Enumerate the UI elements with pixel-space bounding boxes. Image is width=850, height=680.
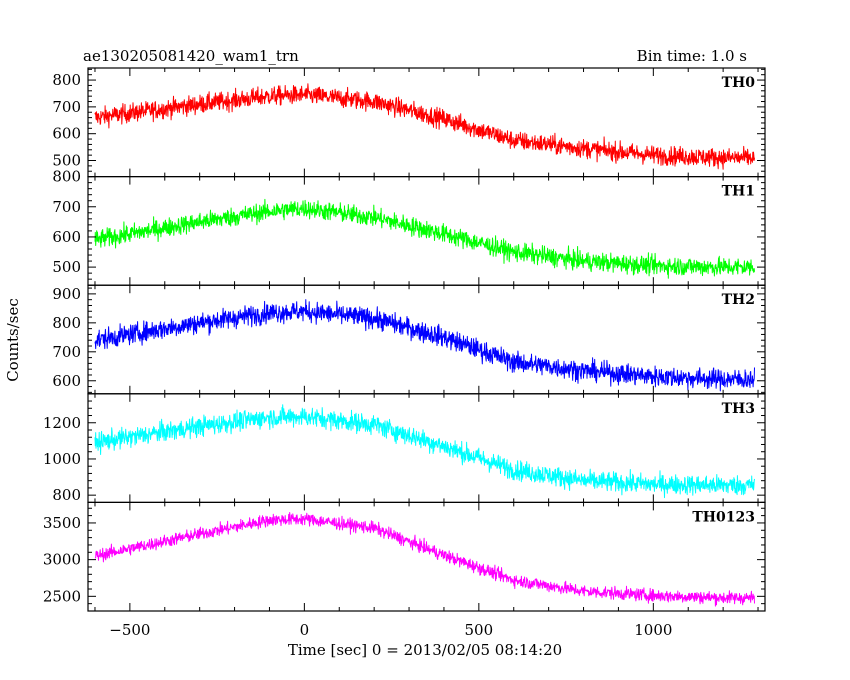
- y-tick-label: 700: [52, 98, 81, 116]
- y-tick-label: 700: [52, 343, 81, 361]
- y-tick-label: 700: [52, 198, 81, 216]
- y-tick-label: 3000: [43, 551, 81, 569]
- y-tick-label: 500: [52, 152, 81, 170]
- y-tick-label: 2500: [43, 587, 81, 605]
- y-tick-label: 500: [52, 258, 81, 276]
- panel-th2: 600 700 800 900 TH2: [52, 284, 766, 395]
- x-tick-label: 0: [300, 621, 310, 639]
- panels: 500 600 700 800 TH0 500 600 700 800 TH1 600 700 800 9…: [43, 67, 766, 639]
- x-tick-label: 500: [465, 621, 494, 639]
- y-tick-label: 600: [52, 125, 81, 143]
- series-line-th0123: [94, 512, 755, 607]
- y-tick-label: 1000: [43, 450, 81, 468]
- x-tick-label: 1000: [634, 621, 672, 639]
- panel-th1: 500 600 700 800 TH1: [52, 168, 766, 286]
- chart-subtitle: Bin time: 1.0 s: [637, 47, 747, 65]
- panel-frame: [87, 501, 766, 612]
- y-tick-label: 3500: [43, 514, 81, 532]
- series-line-th0: [94, 83, 755, 170]
- y-tick-label: 600: [52, 372, 81, 390]
- series-line-th2: [94, 299, 755, 392]
- y-tick-label: 800: [52, 71, 81, 89]
- panel-label: TH3: [722, 401, 755, 417]
- panel-label: TH1: [722, 184, 755, 200]
- y-tick-label: 800: [52, 486, 81, 504]
- y-tick-label: 1200: [43, 414, 81, 432]
- x-axis-label: Time [sec] 0 = 2013/02/05 08:14:20: [288, 641, 562, 659]
- panel-th0: 500 600 700 800 TH0: [52, 67, 766, 178]
- y-tick-label: 900: [52, 285, 81, 303]
- panel-th3: 800 1000 1200 TH3: [43, 393, 766, 504]
- x-tick-label: −500: [109, 621, 150, 639]
- chart-title: ae130205081420_wam1_trn: [83, 47, 299, 65]
- panel-label: TH2: [722, 292, 755, 308]
- y-tick-label: 600: [52, 228, 81, 246]
- panel-label: TH0123: [692, 509, 755, 525]
- series-line-th1: [94, 198, 755, 279]
- y-axis-label: Counts/sec: [4, 298, 22, 382]
- panel-label: TH0: [722, 75, 756, 91]
- y-tick-label: 800: [52, 168, 81, 186]
- series-line-th3: [94, 404, 755, 499]
- panel-th0123: 2500 3000 3500 TH0123: [43, 501, 766, 612]
- y-tick-label: 800: [52, 314, 81, 332]
